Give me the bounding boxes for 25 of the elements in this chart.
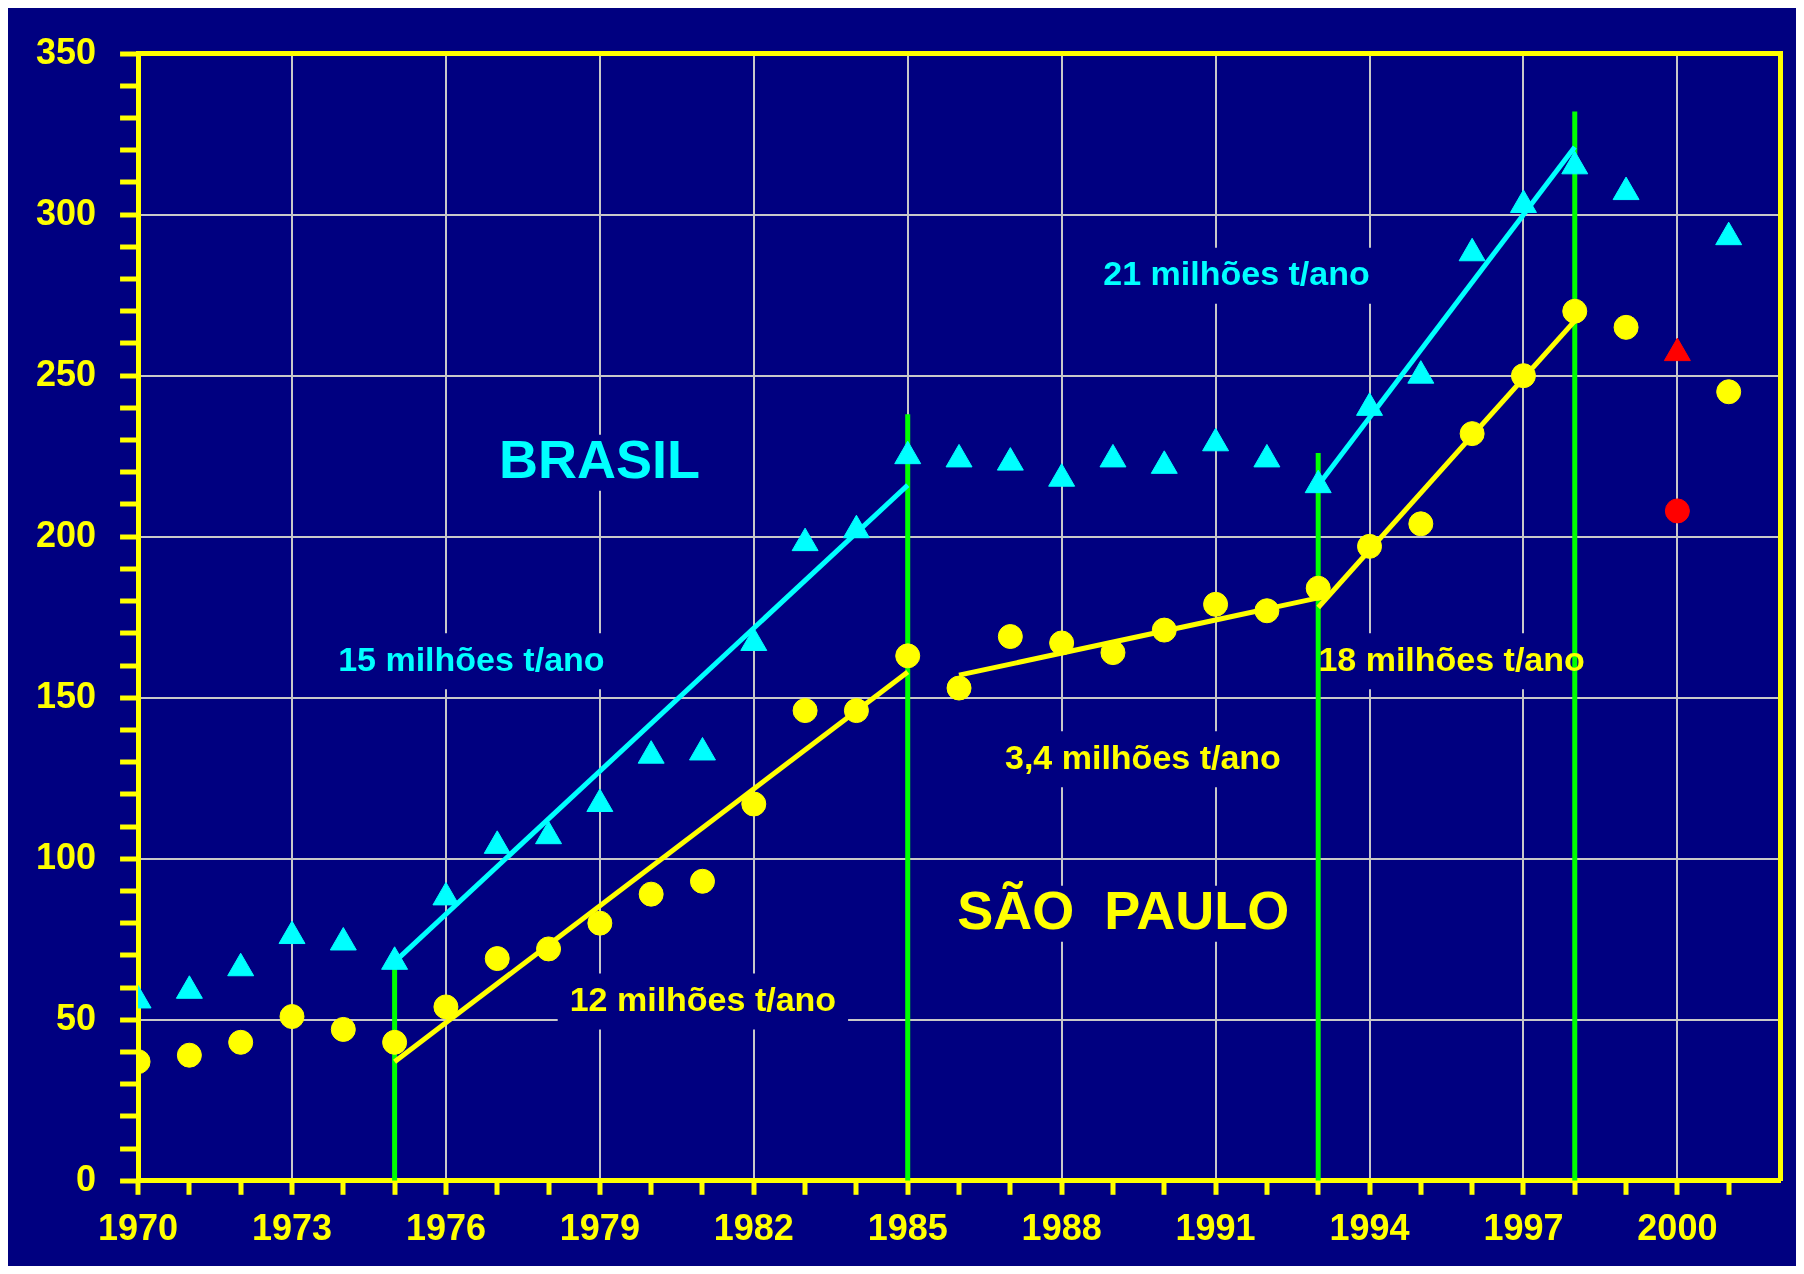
y-tick-label: 300: [35, 191, 97, 233]
x-tick-label: 2000: [1637, 1207, 1718, 1249]
y-tick-label: 250: [35, 352, 97, 394]
x-tick-label: 1991: [1175, 1207, 1256, 1249]
x-tick-label: 1997: [1483, 1207, 1564, 1249]
y-tick-label: 200: [35, 513, 97, 555]
x-tick-label: 1976: [405, 1207, 486, 1249]
x-tick-label: 1985: [867, 1207, 948, 1249]
y-tick-label: 150: [35, 674, 97, 716]
annotation: SÃO PAULO: [957, 879, 1290, 940]
x-tick-label: 1988: [1021, 1207, 1102, 1249]
x-tick-label: 1994: [1329, 1207, 1410, 1249]
y-tick-label: 50: [56, 996, 97, 1038]
x-tick-label: 1970: [98, 1207, 179, 1249]
y-tick-label: 100: [35, 835, 97, 877]
x-tick-label: 1982: [713, 1207, 794, 1249]
x-tick-label: 1979: [559, 1207, 640, 1249]
annotation: 21 milhões t/ano: [1103, 254, 1370, 293]
annotation: 15 milhões t/ano: [338, 639, 605, 678]
annotation: 3,4 milhões t/ano: [1005, 737, 1281, 776]
y-tick-label: 0: [76, 1157, 97, 1199]
y-tick-label: 350: [35, 30, 97, 72]
annotation: BRASIL: [498, 428, 700, 489]
annotation: 12 milhões t/ano: [569, 979, 837, 1018]
x-tick-label: 1973: [251, 1207, 333, 1249]
